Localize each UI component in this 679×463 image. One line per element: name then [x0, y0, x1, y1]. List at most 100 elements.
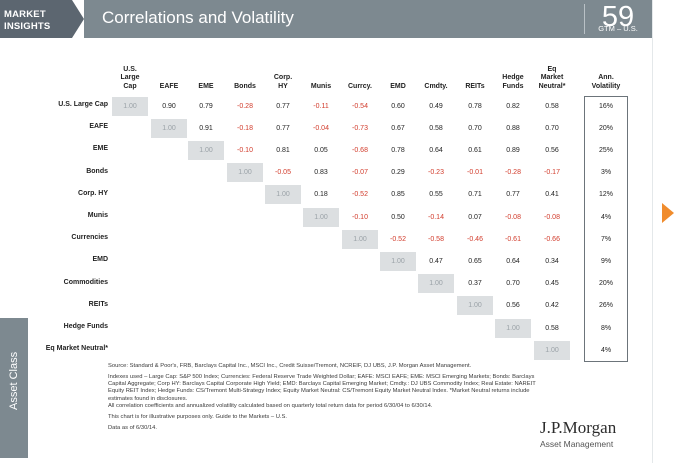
indexes-note: Indexes used – Large Cap: S&P 500 Index;…	[108, 374, 536, 402]
correlation-cell: 0.83	[314, 169, 328, 177]
correlation-cell: 0.64	[429, 146, 443, 154]
correlation-cell: 0.41	[545, 191, 559, 199]
correlation-cell: 0.88	[506, 124, 520, 132]
column-header: Cmdty.	[424, 82, 448, 90]
correlation-cell: 0.77	[506, 191, 520, 199]
correlation-cell: -0.66	[544, 235, 560, 243]
column-header: Munis	[310, 82, 332, 90]
page-subtitle: GTM – U.S.	[598, 24, 638, 33]
correlation-cell: 0.65	[468, 257, 482, 265]
correlation-cell: -0.73	[352, 124, 368, 132]
correlation-cell: -0.07	[352, 169, 368, 177]
right-border	[652, 0, 653, 463]
page-number: 59	[601, 1, 635, 33]
row-label: Bonds	[86, 167, 108, 175]
correlation-cell: -0.54	[352, 102, 368, 110]
calculation-note: All correlation coefficients and annuali…	[108, 403, 433, 409]
column-header: Hedge Funds	[502, 74, 524, 90]
correlation-cell: 0.81	[276, 146, 290, 154]
correlation-cell: 0.78	[468, 102, 482, 110]
correlation-cell: 0.56	[506, 302, 520, 310]
diagonal-cell: 1.00	[534, 340, 570, 360]
row-label: EAFE	[89, 123, 108, 131]
row-label: Munis	[87, 212, 108, 219]
correlation-cell: -0.18	[237, 124, 253, 132]
row-label: Commodities	[63, 278, 108, 286]
correlation-cell: 0.58	[545, 102, 559, 110]
diagonal-cell: 1.00	[342, 229, 378, 249]
correlation-cell: 0.50	[391, 213, 405, 221]
correlation-cell: 0.18	[314, 191, 328, 199]
correlation-cell: 0.77	[276, 102, 290, 110]
diagonal-cell: 1.00	[457, 296, 493, 316]
volatility-cell: 25%	[598, 146, 613, 154]
correlation-cell: 0.42	[545, 302, 559, 310]
volatility-cell: 16%	[598, 102, 613, 110]
correlation-cell: -0.14	[428, 213, 444, 221]
header-arrow-shape	[72, 0, 84, 38]
correlation-cell: -0.17	[544, 169, 560, 177]
column-header: EME	[198, 82, 214, 90]
correlation-cell: 0.71	[468, 191, 482, 199]
correlation-cell: 0.70	[468, 124, 482, 132]
row-label: Hedge Funds	[63, 323, 108, 330]
volatility-cell: 4%	[600, 213, 612, 221]
correlation-cell: -0.52	[352, 191, 368, 199]
next-page-arrow-icon[interactable]	[662, 203, 674, 223]
correlation-cell: 0.78	[391, 146, 405, 154]
correlation-cell: -0.61	[505, 235, 521, 243]
volatility-header: Ann. Volatility	[591, 74, 621, 90]
side-tab	[0, 318, 28, 458]
diagonal-cell: 1.00	[151, 118, 187, 138]
correlation-cell: 0.79	[199, 102, 213, 110]
correlation-cell: 0.77	[276, 124, 290, 132]
volatility-cell: 8%	[600, 324, 612, 332]
header-bar	[84, 0, 652, 38]
correlation-cell: -0.10	[352, 213, 368, 221]
correlation-cell: -0.52	[390, 235, 406, 243]
correlation-cell: 0.05	[314, 146, 328, 154]
volatility-cell: 20%	[598, 280, 613, 288]
correlation-cell: -0.10	[237, 146, 253, 154]
row-label: EME	[92, 145, 108, 153]
correlation-cell: 0.29	[391, 169, 405, 177]
correlation-cell: 0.70	[506, 280, 520, 288]
jpmorgan-logo-subtitle: Asset Management	[540, 439, 614, 449]
correlation-cell: 0.60	[391, 102, 405, 110]
correlation-cell: 0.34	[545, 257, 559, 265]
correlation-cell: 0.82	[506, 102, 520, 110]
correlation-cell: 0.45	[545, 280, 559, 288]
correlation-cell: 0.58	[545, 324, 559, 332]
row-label: EMD	[92, 256, 108, 264]
correlation-cell: -0.04	[313, 124, 329, 132]
row-label: U.S. Large Cap	[58, 101, 108, 108]
column-header: EAFE	[159, 82, 179, 90]
row-label: Eq Market Neutral*	[45, 345, 108, 353]
row-label: REITs	[88, 300, 108, 308]
correlation-cell: -0.58	[428, 235, 444, 243]
header-divider	[584, 4, 585, 34]
diagonal-cell: 1.00	[188, 140, 224, 160]
correlation-cell: -0.01	[467, 169, 483, 177]
jpmorgan-logo: J.P.Morgan	[540, 418, 617, 437]
volatility-cell: 20%	[598, 124, 613, 132]
correlation-cell: 0.49	[429, 102, 443, 110]
correlation-cell: 0.37	[468, 280, 482, 288]
volatility-cell: 3%	[600, 169, 612, 177]
source-note: Source: Standard & Poor's, FRB, Barclays…	[108, 363, 472, 369]
column-header: Eq Market Neutral*	[538, 65, 566, 90]
volatility-cell: 4%	[600, 346, 612, 354]
column-header: EMD	[390, 82, 406, 90]
side-tab-label: Asset Class	[8, 351, 20, 410]
illustrative-note: This chart is for illustrative purposes …	[108, 414, 288, 420]
correlation-cell: 0.55	[429, 191, 443, 199]
diagonal-cell: 1.00	[303, 207, 339, 227]
correlation-cell: -0.46	[467, 235, 483, 243]
correlation-cell: -0.28	[505, 169, 521, 177]
correlation-cell: -0.68	[352, 146, 368, 154]
correlation-cell: 0.67	[391, 124, 405, 132]
correlation-cell: 0.70	[545, 124, 559, 132]
column-header: Bonds	[234, 82, 256, 90]
correlation-cell: 0.91	[199, 124, 213, 132]
